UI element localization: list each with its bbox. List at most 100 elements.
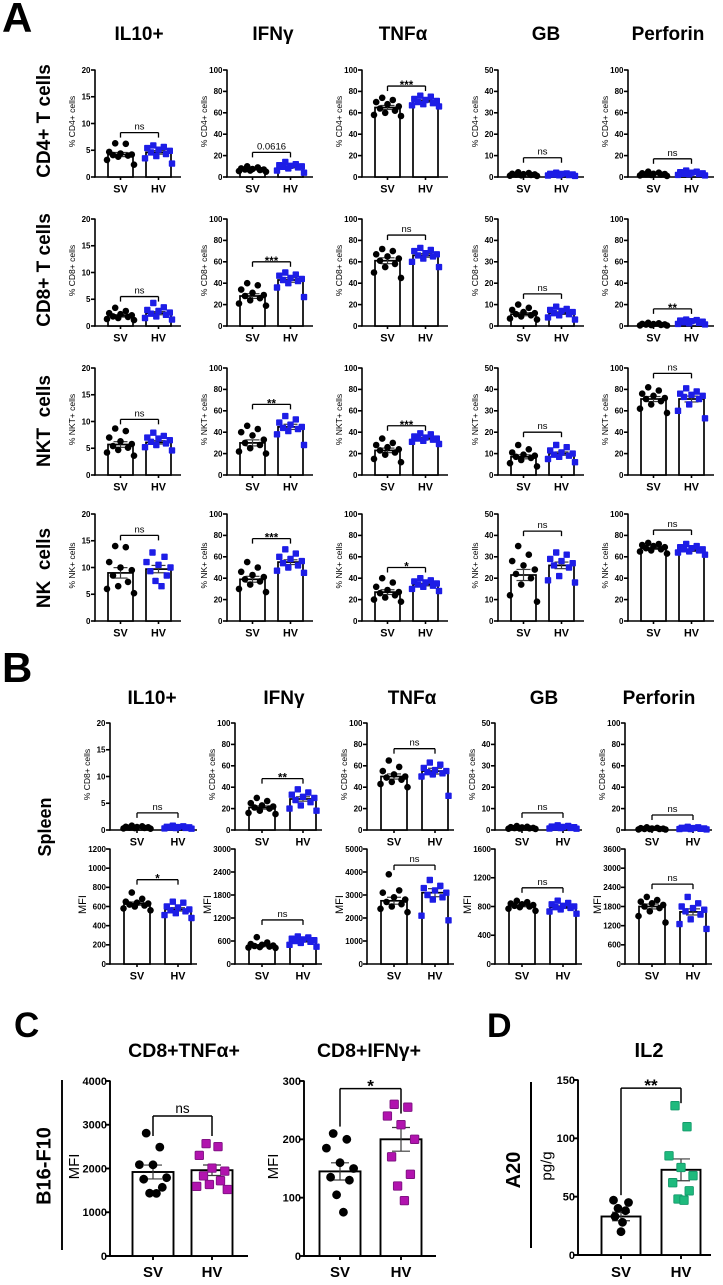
svg-text:SV: SV — [113, 628, 128, 640]
svg-text:0: 0 — [487, 960, 492, 969]
svg-text:% NK+ cells: % NK+ cells — [199, 542, 209, 588]
svg-text:HV: HV — [283, 628, 299, 640]
svg-text:% CD4+ cells: % CD4+ cells — [600, 96, 610, 147]
svg-text:50: 50 — [482, 719, 491, 728]
svg-text:SV: SV — [387, 837, 402, 849]
svg-text:0: 0 — [218, 322, 223, 331]
svg-text:20: 20 — [214, 449, 223, 458]
svg-text:5000: 5000 — [345, 845, 363, 854]
svg-text:80: 80 — [349, 385, 358, 394]
svg-text:HV: HV — [684, 482, 700, 494]
svg-text:20: 20 — [615, 595, 624, 604]
svg-text:0: 0 — [226, 826, 231, 835]
svg-text:% CD8+ cells: % CD8+ cells — [600, 245, 610, 296]
svg-text:30: 30 — [485, 407, 494, 416]
svg-text:SV: SV — [646, 184, 661, 196]
svg-text:20: 20 — [615, 449, 624, 458]
svg-text:100: 100 — [610, 215, 624, 224]
svg-text:SV: SV — [255, 971, 270, 983]
svg-text:80: 80 — [612, 740, 621, 749]
svg-text:60: 60 — [615, 407, 624, 416]
svg-text:0: 0 — [218, 173, 223, 182]
svg-text:0: 0 — [101, 1251, 107, 1263]
svg-text:HV: HV — [554, 333, 570, 345]
svg-text:% NK+ cells: % NK+ cells — [67, 542, 77, 588]
svg-text:MFI: MFI — [77, 895, 89, 914]
svg-text:IL2: IL2 — [635, 1040, 664, 1062]
svg-text:3000: 3000 — [345, 891, 363, 900]
svg-text:20: 20 — [485, 574, 494, 583]
svg-text:20: 20 — [349, 151, 358, 160]
svg-text:100: 100 — [607, 719, 621, 728]
svg-text:600: 600 — [218, 937, 232, 946]
svg-text:SV: SV — [515, 837, 530, 849]
svg-text:300: 300 — [283, 1076, 301, 1088]
svg-text:100: 100 — [557, 1133, 575, 1145]
svg-text:*: * — [155, 874, 160, 886]
svg-text:MFI: MFI — [66, 1154, 83, 1180]
svg-text:80: 80 — [222, 740, 231, 749]
svg-text:0: 0 — [358, 826, 363, 835]
svg-text:50: 50 — [485, 215, 494, 224]
svg-text:A20: A20 — [503, 1152, 525, 1189]
svg-text:30: 30 — [485, 109, 494, 118]
svg-text:60: 60 — [214, 258, 223, 267]
svg-text:IL10+: IL10+ — [127, 688, 176, 709]
svg-text:60: 60 — [349, 109, 358, 118]
svg-text:80: 80 — [615, 385, 624, 394]
svg-text:100: 100 — [344, 510, 358, 519]
svg-text:80: 80 — [349, 87, 358, 96]
svg-text:% NK+ cells: % NK+ cells — [470, 542, 480, 588]
svg-text:HV: HV — [671, 1264, 692, 1280]
svg-text:% CD8+ cells: % CD8+ cells — [470, 245, 480, 296]
svg-text:40: 40 — [485, 531, 494, 540]
svg-text:D: D — [487, 1007, 512, 1045]
svg-text:***: *** — [265, 533, 279, 545]
svg-text:40: 40 — [214, 130, 223, 139]
svg-text:0: 0 — [295, 1251, 301, 1263]
svg-text:ns: ns — [537, 421, 547, 432]
svg-text:40: 40 — [354, 783, 363, 792]
svg-text:100: 100 — [610, 66, 624, 75]
svg-text:0: 0 — [619, 471, 624, 480]
svg-text:***: *** — [400, 80, 414, 92]
svg-text:20: 20 — [612, 804, 621, 813]
svg-text:0: 0 — [86, 617, 91, 626]
svg-text:% CD4+ cells: % CD4+ cells — [334, 96, 344, 147]
svg-text:SV: SV — [113, 184, 128, 196]
svg-text:60: 60 — [222, 762, 231, 771]
svg-text:15: 15 — [82, 537, 91, 546]
svg-text:40: 40 — [214, 428, 223, 437]
svg-text:4000: 4000 — [345, 868, 363, 877]
svg-text:0: 0 — [86, 471, 91, 480]
svg-text:pg/g: pg/g — [539, 1151, 556, 1180]
svg-text:% CD8+ cells: % CD8+ cells — [199, 245, 209, 296]
svg-text:NK cells: NK cells — [34, 528, 55, 608]
svg-text:100: 100 — [209, 364, 223, 373]
svg-text:1000: 1000 — [345, 937, 363, 946]
svg-text:IL10+: IL10+ — [114, 24, 163, 45]
svg-text:10: 10 — [82, 417, 91, 426]
svg-text:HV: HV — [554, 628, 570, 640]
svg-text:50: 50 — [485, 364, 494, 373]
svg-text:CD8+TNFα+: CD8+TNFα+ — [128, 1040, 240, 1062]
svg-text:100: 100 — [349, 719, 363, 728]
svg-text:15: 15 — [82, 391, 91, 400]
svg-text:HV: HV — [428, 971, 444, 983]
svg-text:% CD8+ cells: % CD8+ cells — [67, 245, 77, 296]
svg-text:ns: ns — [667, 873, 677, 884]
svg-text:% NKT+ cells: % NKT+ cells — [334, 394, 344, 445]
svg-text:2400: 2400 — [213, 868, 231, 877]
svg-text:% CD8+ cells: % CD8+ cells — [82, 749, 92, 800]
svg-text:HV: HV — [418, 333, 434, 345]
svg-text:15: 15 — [82, 93, 91, 102]
svg-text:100: 100 — [344, 364, 358, 373]
svg-text:% NKT+ cells: % NKT+ cells — [199, 394, 209, 445]
svg-text:80: 80 — [349, 531, 358, 540]
svg-text:5: 5 — [86, 146, 91, 155]
svg-text:0: 0 — [616, 826, 621, 835]
svg-text:20: 20 — [349, 300, 358, 309]
svg-text:SV: SV — [516, 333, 531, 345]
svg-text:SV: SV — [245, 628, 260, 640]
svg-text:ns: ns — [667, 519, 677, 530]
